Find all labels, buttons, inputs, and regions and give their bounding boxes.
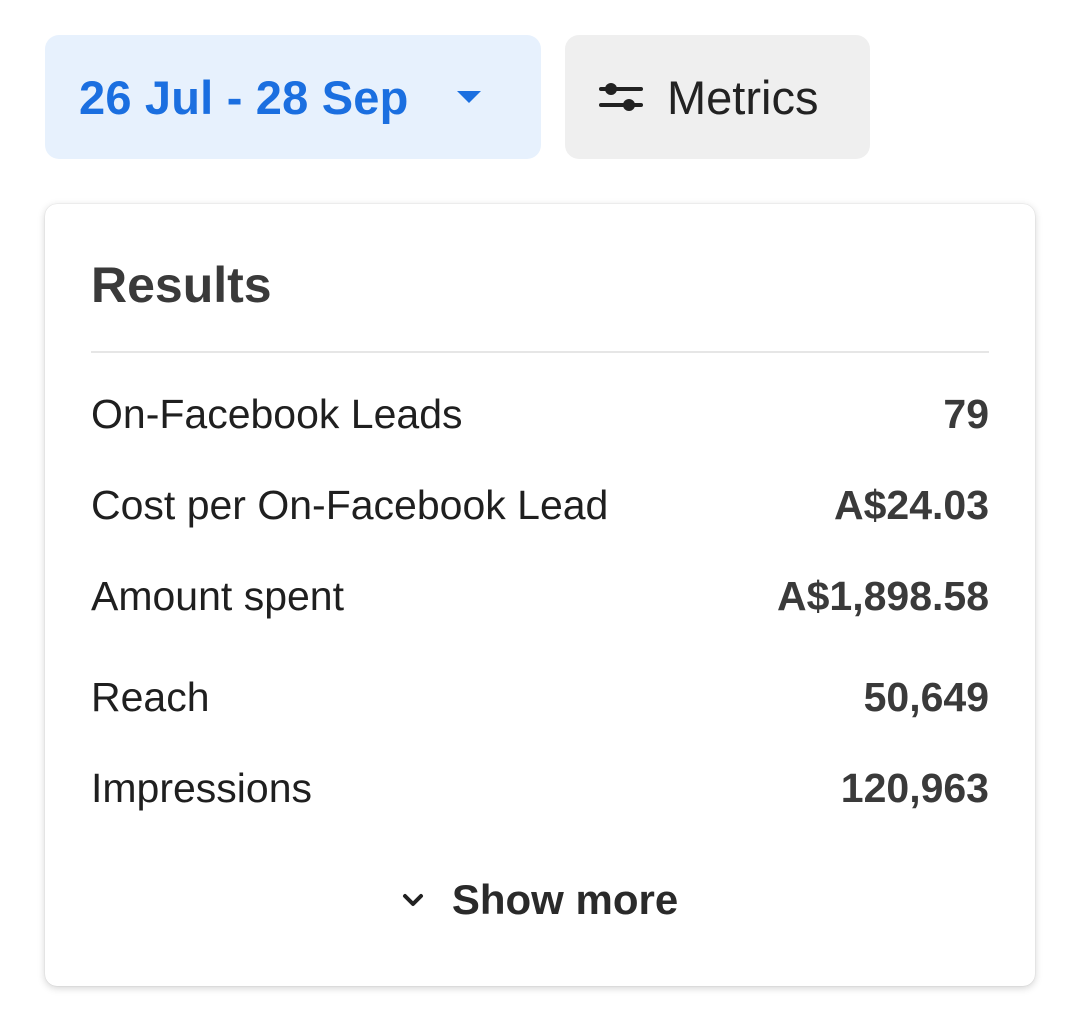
metric-value: 79 [943, 390, 989, 437]
sliders-icon [599, 83, 643, 111]
metric-label: Impressions [91, 764, 313, 811]
metric-row-cost-per-lead: Cost per On-Facebook Lead A$24.03 [91, 475, 989, 535]
results-title: Results [91, 257, 272, 313]
metric-row-leads: On-Facebook Leads 79 [91, 384, 989, 444]
results-card: Results On-Facebook Leads 79 Cost per On… [45, 204, 1035, 986]
metric-value: A$1,898.58 [776, 572, 989, 619]
metric-value: A$24.03 [833, 481, 989, 528]
metric-row-amount-spent: Amount spent A$1,898.58 [91, 566, 989, 626]
date-range-label: 26 Jul - 28 Sep [79, 70, 409, 124]
metric-row-impressions: Impressions 120,963 [91, 758, 989, 818]
caret-down-icon [456, 91, 481, 103]
metric-label: On-Facebook Leads [91, 390, 463, 437]
show-more-label: Show more [451, 876, 679, 923]
metric-value: 50,649 [863, 673, 989, 720]
metric-label: Amount spent [91, 572, 344, 619]
metric-label: Reach [91, 673, 210, 720]
metric-label: Cost per On-Facebook Lead [91, 481, 609, 528]
metrics-label: Metrics [667, 70, 819, 124]
toolbar: 26 Jul - 28 Sep Metrics [45, 35, 870, 159]
date-range-button[interactable]: 26 Jul - 28 Sep [45, 35, 541, 159]
divider [91, 351, 989, 353]
metric-row-reach: Reach 50,649 [91, 667, 989, 727]
chevron-down-icon [402, 894, 423, 906]
show-more-button[interactable]: Show more [45, 870, 1035, 930]
metric-value: 120,963 [840, 764, 989, 811]
metrics-button[interactable]: Metrics [565, 35, 870, 159]
